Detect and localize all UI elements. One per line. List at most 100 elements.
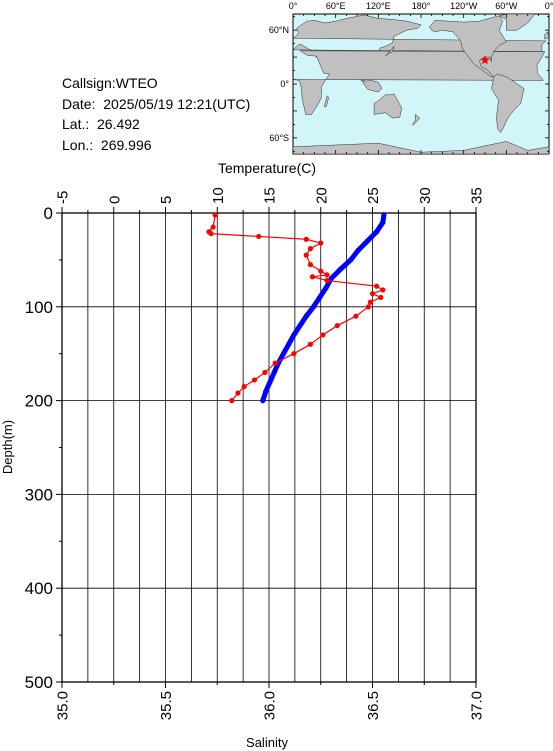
temperature-tick-label: 30 (417, 187, 434, 204)
salinity-point (309, 274, 316, 280)
temperature-tick-label: 35 (469, 187, 486, 204)
salinity-point (367, 299, 374, 305)
temperature-point (337, 266, 344, 272)
salinity-point (307, 246, 313, 252)
map-lat-label: 60°N (269, 25, 289, 35)
station-info: Callsign:WTEO Date: 2025/05/19 12:21(UTC… (62, 73, 250, 155)
salinity-point (324, 277, 330, 284)
map-lon-label: 120°E (366, 1, 391, 11)
salinity-point (324, 272, 330, 278)
salinity-point (229, 398, 235, 404)
salinity-point (307, 261, 313, 268)
salinity-tick-label: 37.0 (469, 691, 486, 720)
salinity-point (369, 291, 376, 297)
temperature-axis: -5 0 5 10 15 20 25 30 35 (55, 187, 486, 213)
temperature-point (286, 341, 292, 347)
salinity-point (235, 390, 241, 396)
australia-landmass (373, 93, 403, 119)
temperature-point (328, 276, 334, 282)
depth-tick-label: 0 (44, 204, 53, 223)
temperature-point (267, 379, 273, 385)
map-lon-label: 0° (289, 1, 298, 11)
map-lat-label: 60°S (269, 133, 289, 143)
temperature-point (348, 257, 354, 263)
temperature-point (374, 229, 380, 235)
depth-tick-label: 200 (25, 392, 53, 411)
salinity-point (272, 360, 278, 366)
depth-tick-label: 100 (25, 298, 53, 317)
map-lon-labels: 0° 60°E 120°E 180° 120°W 60°W 0° (289, 1, 553, 11)
temperature-tick-label: 0 (106, 196, 123, 204)
temperature-tick-label: 5 (158, 196, 175, 204)
temperature-point (291, 332, 297, 338)
africa-landmass (292, 50, 546, 115)
salinity-point (262, 369, 268, 376)
salinity-point (374, 283, 380, 289)
salinity-point (256, 233, 262, 240)
temperature-point (263, 388, 269, 394)
temperature-tick-label: 25 (365, 187, 382, 204)
indonesia-landmass (360, 79, 383, 93)
station-star-icon (480, 55, 490, 65)
salinity-axis: 35.0 35.5 36.0 36.5 37.0 (55, 682, 486, 720)
salinity-line (208, 214, 385, 401)
temperature-point (303, 313, 309, 319)
temperature-point (317, 294, 323, 301)
salinity-point (303, 236, 309, 242)
map-lat-labels: 60°N 0° 60°S (269, 25, 290, 143)
date-text: Date: 2025/05/19 12:21(UTC) (62, 95, 251, 112)
temperature-tick-label: 15 (262, 187, 279, 204)
temperature-point (364, 238, 370, 244)
temperature-tick-label: -5 (55, 191, 72, 204)
salinity-point (210, 224, 216, 230)
salinity-point (251, 377, 258, 383)
new-zealand-landmass (412, 114, 420, 126)
latitude-text: Lat.: 26.492 (62, 116, 140, 132)
salinity-point (303, 252, 309, 258)
map-lon-label: 60°E (326, 1, 346, 11)
south-america-landmass (491, 73, 525, 133)
salinity-tick-label: 36.0 (262, 691, 279, 720)
salinity-tick-label: 35.5 (158, 691, 175, 720)
world-map: 0° 60°E 120°E 180° 120°W 60°W 0° 60°N 0° 60°S (269, 1, 553, 155)
map-lon-label: 60°W (495, 1, 518, 11)
temperature-point (260, 398, 266, 404)
longitude-text: Lon.: 269.996 (62, 136, 152, 153)
depth-tick-label: 500 (25, 673, 53, 692)
map-lon-label: 120°W (450, 1, 478, 11)
salinity-point (241, 383, 247, 390)
temperature-axis-label: Temperature(C) (218, 160, 316, 176)
uk-landmass (544, 31, 550, 40)
salinity-point (307, 341, 313, 347)
temperature-series (260, 212, 387, 404)
temperature-tick-label: 20 (313, 187, 330, 204)
salinity-axis-label: Salinity (246, 735, 288, 750)
temperature-point (271, 369, 277, 376)
map-lat-label: 0° (280, 79, 289, 89)
salinity-point (318, 268, 324, 274)
temperature-tick-label: 10 (210, 187, 227, 204)
temperature-point (381, 212, 387, 218)
salinity-point (208, 231, 214, 237)
salinity-point (378, 294, 384, 301)
salinity-point (320, 332, 326, 338)
series-layer (206, 212, 387, 404)
salinity-tick-label: 36.5 (365, 691, 382, 720)
temperature-point (280, 351, 287, 357)
salinity-point (334, 322, 340, 329)
temperature-point (310, 304, 317, 310)
chart-grid (61, 213, 477, 682)
station-marker (480, 55, 490, 65)
salinity-point (291, 351, 297, 357)
map-lon-label: 180° (412, 1, 431, 11)
map-land (292, 13, 550, 155)
salinity-point (212, 212, 218, 218)
temperature-point (355, 247, 361, 254)
madagascar-landmass (324, 95, 329, 107)
salinity-series (206, 212, 386, 404)
temperature-point (380, 219, 386, 225)
depth-axis: 0 100 200 300 400 500 (25, 204, 62, 692)
salinity-tick-label: 35.0 (55, 691, 72, 720)
salinity-point (318, 240, 324, 246)
